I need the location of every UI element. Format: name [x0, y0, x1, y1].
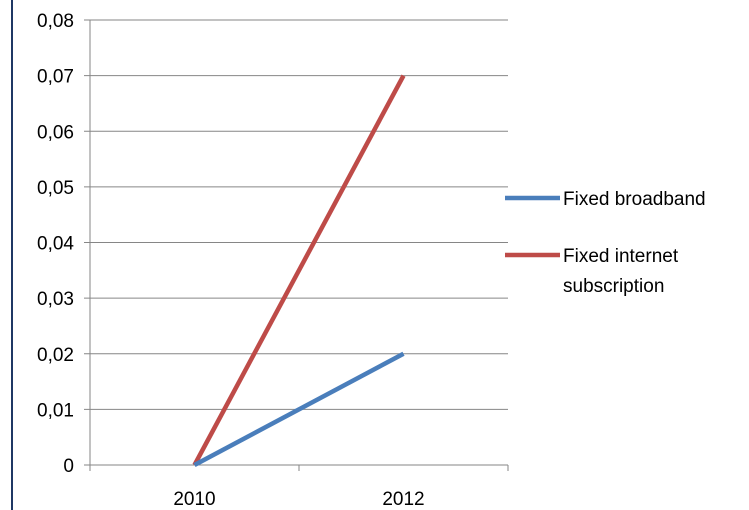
legend-label-1: Fixed broadband — [563, 189, 706, 210]
x-tick-labels: 2010 2012 — [173, 489, 424, 510]
y-tick-label: 0,04 — [37, 234, 74, 255]
x-tick-label: 2012 — [382, 489, 424, 510]
y-tick-label: 0,08 — [37, 11, 74, 32]
y-tick-label: 0,06 — [37, 122, 74, 143]
y-tick-label: 0,01 — [37, 400, 74, 421]
y-tick-label: 0,07 — [37, 67, 74, 88]
legend: Fixed broadband Fixed internet subscriptio… — [505, 189, 706, 297]
axes — [84, 20, 509, 471]
y-tick-label: 0 — [63, 456, 74, 477]
legend-label-2: Fixed internet — [563, 246, 679, 267]
y-tick-labels: 0 0,01 0,02 0,03 0,04 0,05 0,06 0,07 0,08 — [37, 11, 74, 477]
legend-label-2: subscription — [563, 276, 664, 297]
x-tick-label: 2010 — [173, 489, 215, 510]
series-lines — [192, 74, 406, 467]
y-tick-label: 0,03 — [37, 289, 74, 310]
y-tick-label: 0,02 — [37, 345, 74, 366]
series-line-1 — [193, 351, 405, 467]
series-line-2 — [192, 74, 406, 467]
y-tick-label: 0,05 — [37, 178, 74, 199]
